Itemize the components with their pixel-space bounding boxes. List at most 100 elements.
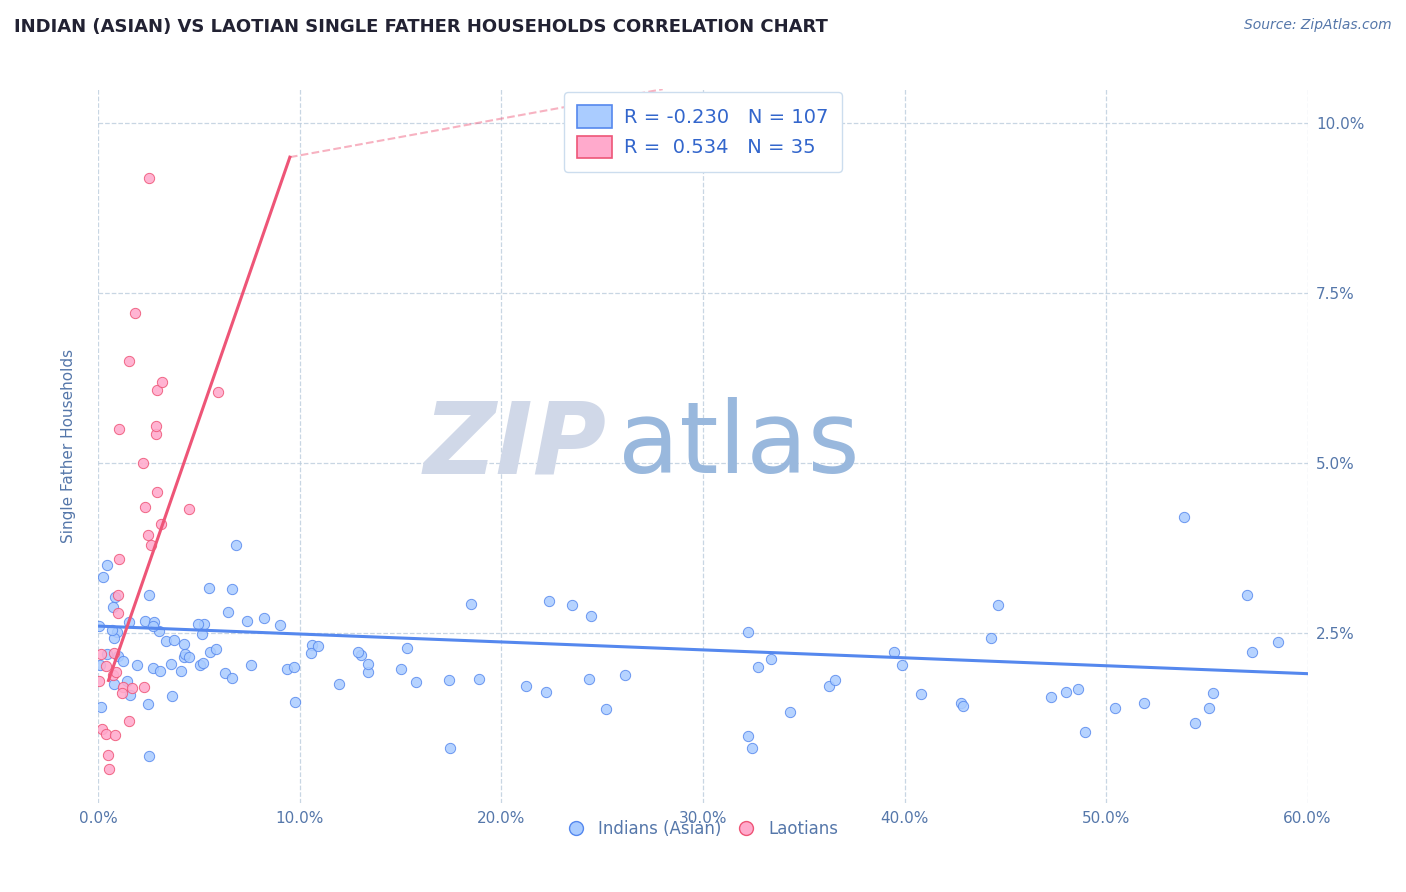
Point (96, 647, 118, 661)
Point (107, 422, 129, 436)
Point (118, 714, 141, 729)
Point (97, 748, 120, 763)
Point (595, 702, 617, 716)
Point (1074, 724, 1097, 739)
Point (103, 677, 125, 691)
Text: atlas: atlas (619, 398, 860, 494)
Point (613, 668, 636, 682)
Point (1267, 635, 1289, 649)
Point (205, 641, 228, 656)
Point (188, 657, 211, 672)
Point (284, 695, 307, 709)
Point (221, 671, 243, 685)
Point (108, 551, 131, 566)
Point (115, 673, 138, 688)
Point (561, 598, 583, 612)
Point (235, 614, 257, 628)
Point (136, 528, 159, 542)
Point (87, 619, 110, 633)
Point (1067, 681, 1090, 696)
Point (534, 685, 557, 699)
Point (747, 659, 769, 673)
Point (389, 662, 412, 676)
Text: Source: ZipAtlas.com: Source: ZipAtlas.com (1244, 18, 1392, 32)
Point (150, 375, 173, 389)
Point (134, 500, 156, 514)
Point (150, 517, 173, 532)
Point (107, 648, 129, 663)
Point (891, 657, 914, 672)
Point (193, 617, 215, 632)
Point (198, 581, 221, 595)
Point (357, 657, 380, 671)
Point (118, 354, 141, 368)
Point (217, 605, 239, 619)
Point (138, 748, 160, 763)
Point (105, 624, 128, 639)
Point (103, 631, 125, 645)
Point (198, 645, 221, 659)
Point (110, 686, 132, 700)
Point (103, 600, 125, 615)
Point (737, 625, 759, 640)
Point (307, 639, 329, 653)
Legend: Indians (Asian), Laotians: Indians (Asian), Laotians (561, 814, 845, 845)
Point (145, 484, 167, 499)
Point (90, 700, 112, 714)
Point (1104, 701, 1126, 715)
Point (111, 654, 134, 668)
Point (173, 648, 195, 662)
Point (1236, 588, 1258, 602)
Point (221, 582, 243, 596)
Point (103, 647, 125, 661)
Point (468, 672, 491, 686)
Point (737, 729, 759, 743)
Point (94, 727, 117, 741)
Point (91, 722, 114, 736)
Point (439, 673, 461, 688)
Point (145, 426, 167, 441)
Point (779, 705, 801, 719)
Point (269, 618, 291, 632)
Point (94, 658, 117, 673)
Point (101, 668, 124, 682)
Point (396, 640, 419, 655)
Point (1040, 690, 1063, 705)
Point (148, 664, 170, 678)
Point (104, 665, 127, 680)
Point (134, 614, 156, 628)
Point (142, 619, 165, 633)
Point (579, 609, 602, 624)
Point (170, 664, 193, 678)
Point (405, 674, 427, 689)
Point (1184, 715, 1206, 730)
Point (179, 649, 201, 664)
Point (136, 697, 159, 711)
Point (125, 657, 148, 672)
Point (160, 690, 183, 704)
Point (91, 570, 114, 584)
Point (910, 687, 932, 701)
Point (276, 662, 298, 676)
Point (148, 624, 170, 638)
Point (191, 627, 214, 641)
Point (118, 615, 141, 629)
Point (173, 637, 195, 651)
Point (104, 591, 127, 605)
Point (124, 306, 146, 320)
Point (987, 598, 1010, 612)
Point (138, 170, 160, 185)
Point (121, 681, 143, 695)
Point (103, 728, 125, 742)
Point (1241, 645, 1264, 659)
Point (328, 677, 350, 691)
Point (283, 660, 305, 674)
Point (950, 696, 973, 710)
Point (824, 673, 846, 688)
Point (299, 646, 322, 660)
Point (225, 537, 247, 551)
Point (132, 456, 155, 470)
Point (741, 741, 763, 756)
Point (980, 631, 1002, 645)
Point (883, 645, 905, 659)
